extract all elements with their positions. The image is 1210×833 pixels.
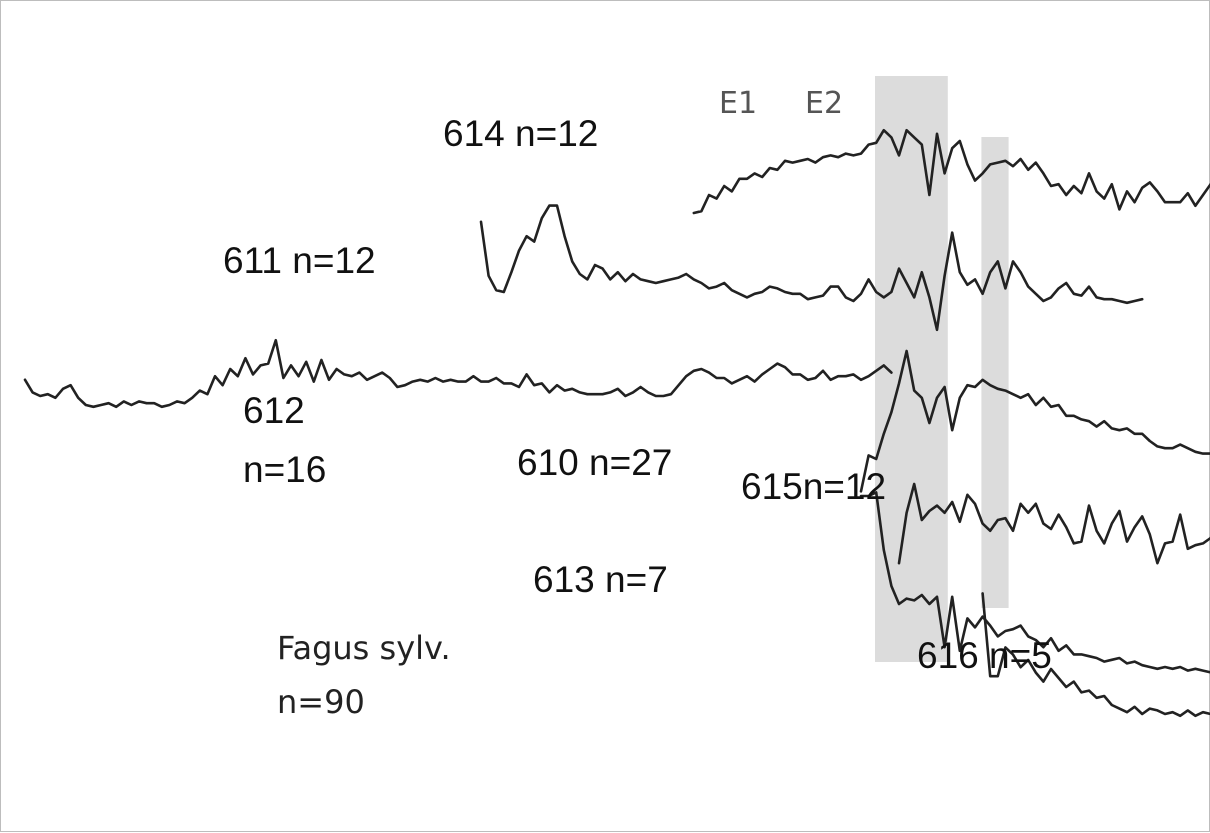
series-label-612-count: n=16 — [243, 449, 326, 490]
sample-count-label: n=90 — [277, 683, 365, 721]
series-label-616: 616 n=5 — [917, 635, 1052, 676]
event-band-e2 — [981, 137, 1009, 608]
series-label-615: 615n=12 — [741, 466, 886, 507]
trace-615 — [897, 482, 1210, 565]
event-label-e2: E2 — [805, 86, 843, 121]
trace-614 — [692, 128, 1210, 215]
species-label: Fagus sylv. — [277, 629, 451, 667]
series-label-614: 614 n=12 — [443, 113, 598, 154]
trace-612 — [23, 338, 893, 409]
trace-616 — [981, 592, 1210, 718]
event-label-e1: E1 — [719, 86, 757, 121]
series-label-611: 611 n=12 — [223, 240, 376, 281]
trace-611 — [479, 204, 1144, 332]
trace-613 — [859, 491, 1210, 674]
series-traces — [23, 128, 1210, 718]
series-label-612: 612 — [243, 390, 305, 431]
series-label-613: 613 n=7 — [533, 559, 668, 600]
series-label-610: 610 n=27 — [517, 442, 672, 483]
trace-610 — [859, 349, 1210, 493]
